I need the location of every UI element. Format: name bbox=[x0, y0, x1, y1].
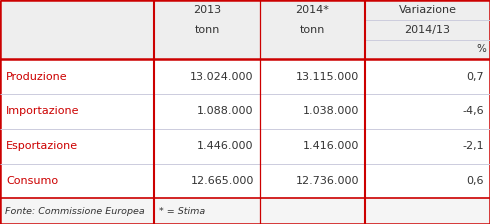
Text: Esportazione: Esportazione bbox=[6, 141, 78, 151]
Text: tonn: tonn bbox=[300, 25, 325, 35]
Bar bbox=[0, 129, 490, 164]
Text: -4,6: -4,6 bbox=[463, 106, 484, 116]
Text: 1.416.000: 1.416.000 bbox=[303, 141, 359, 151]
Bar bbox=[0, 164, 490, 198]
Text: Variazione: Variazione bbox=[398, 5, 457, 15]
Text: 2014/13: 2014/13 bbox=[405, 25, 450, 35]
Text: 12.665.000: 12.665.000 bbox=[191, 176, 254, 186]
Bar bbox=[0, 0, 490, 59]
Text: tonn: tonn bbox=[195, 25, 220, 35]
Text: 13.115.000: 13.115.000 bbox=[296, 72, 359, 82]
Text: 2013: 2013 bbox=[193, 5, 221, 15]
Text: -2,1: -2,1 bbox=[463, 141, 484, 151]
Bar bbox=[0, 198, 490, 224]
Bar bbox=[0, 94, 490, 129]
Text: 12.736.000: 12.736.000 bbox=[295, 176, 359, 186]
Text: 1.038.000: 1.038.000 bbox=[303, 106, 359, 116]
Text: 1.446.000: 1.446.000 bbox=[197, 141, 254, 151]
Text: Fonte: Commissione Europea: Fonte: Commissione Europea bbox=[5, 207, 145, 216]
Bar bbox=[0, 59, 490, 94]
Text: Produzione: Produzione bbox=[6, 72, 68, 82]
Text: 1.088.000: 1.088.000 bbox=[197, 106, 254, 116]
Text: 2014*: 2014* bbox=[295, 5, 329, 15]
Text: 0,7: 0,7 bbox=[466, 72, 484, 82]
Text: Consumo: Consumo bbox=[6, 176, 58, 186]
Text: 0,6: 0,6 bbox=[466, 176, 484, 186]
Text: Importazione: Importazione bbox=[6, 106, 79, 116]
Text: * = Stima: * = Stima bbox=[159, 207, 205, 216]
Text: 13.024.000: 13.024.000 bbox=[190, 72, 254, 82]
Text: %: % bbox=[476, 45, 486, 54]
